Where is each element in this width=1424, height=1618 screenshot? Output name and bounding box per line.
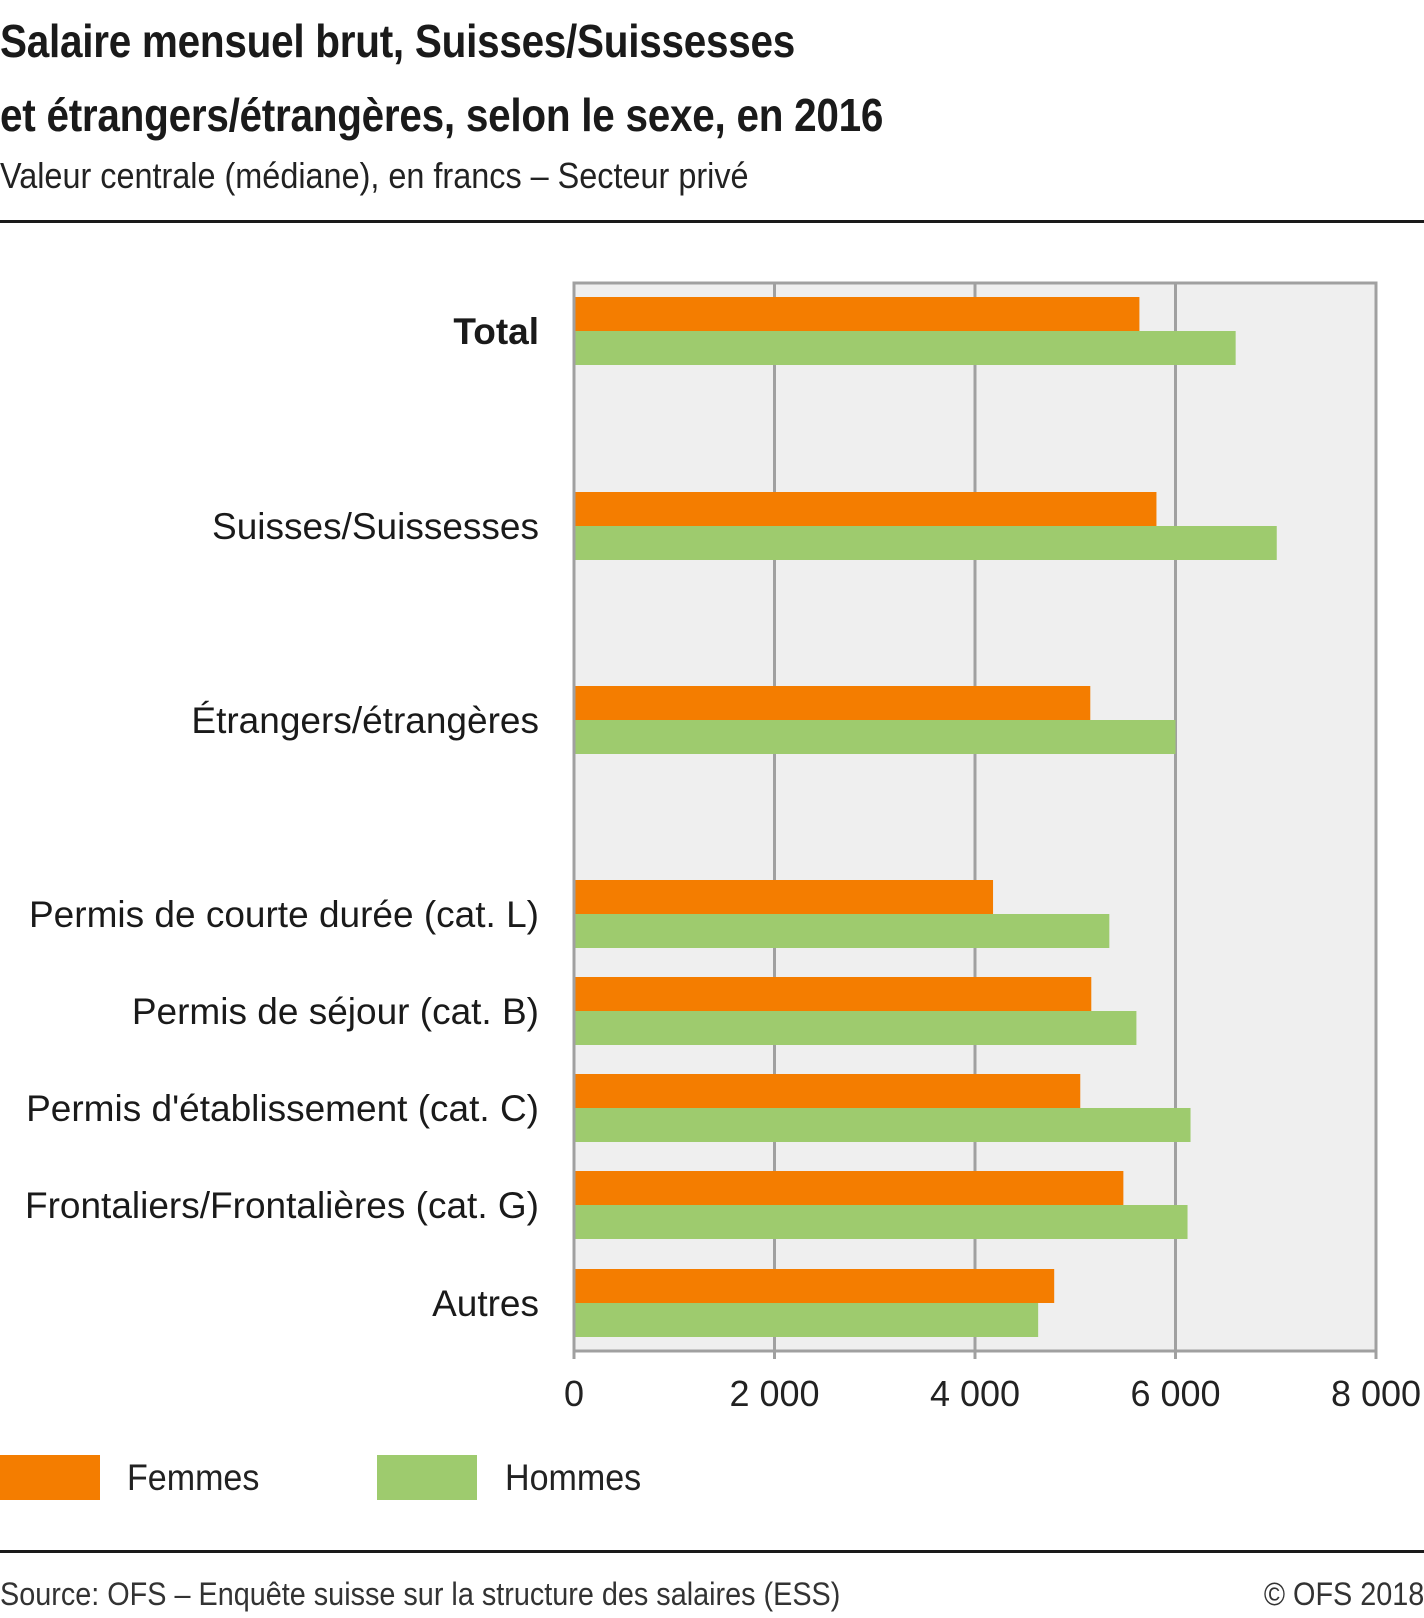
- bar-chart: 0 2 000 4 000 6 000 8 000 Total Suisses/Suisse…: [25, 281, 1421, 1414]
- bar-hommes: [575, 914, 1110, 948]
- bar-femmes: [575, 297, 1140, 331]
- bar-femmes: [575, 1269, 1055, 1303]
- category-label: Autres: [432, 1283, 539, 1324]
- category-label: Permis d'établissement (cat. C): [26, 1088, 539, 1129]
- x-tick-label: 8 000: [1331, 1373, 1421, 1414]
- chart-title-line-2: et étrangers/étrangères, selon le sexe, …: [0, 89, 884, 141]
- bar-femmes: [575, 1171, 1124, 1205]
- bar-hommes: [575, 1303, 1039, 1337]
- legend-label-hommes: Hommes: [505, 1457, 642, 1498]
- plot-frame: [572, 281, 1378, 1353]
- bar-femmes: [575, 492, 1157, 526]
- x-tick-label: 0: [564, 1373, 584, 1414]
- x-tick-label: 6 000: [1130, 1373, 1220, 1414]
- header-rule: [0, 220, 1424, 223]
- footer-rule: [0, 1550, 1424, 1553]
- bar-femmes: [575, 1074, 1081, 1108]
- copyright-note: © OFS 2018: [1263, 1576, 1424, 1612]
- x-tick-label: 2 000: [729, 1373, 819, 1414]
- category-label: Frontaliers/Frontalières (cat. G): [25, 1185, 539, 1226]
- bar-hommes: [575, 1011, 1137, 1045]
- legend-label-femmes: Femmes: [127, 1457, 260, 1498]
- category-label: Permis de courte durée (cat. L): [29, 894, 539, 935]
- source-note: Source: OFS – Enquête suisse sur la stru…: [0, 1576, 841, 1612]
- category-label: Permis de séjour (cat. B): [132, 991, 539, 1032]
- x-tick-label: 4 000: [930, 1373, 1020, 1414]
- chart-title: Salaire mensuel brut, Suisses/Suissesses…: [0, 4, 1253, 152]
- category-label: Étrangers/étrangères: [191, 700, 539, 741]
- chart-subtitle: Valeur centrale (médiane), en francs – S…: [0, 155, 749, 196]
- bar-hommes: [575, 1108, 1191, 1142]
- bar-hommes: [575, 1205, 1188, 1239]
- category-label: Suisses/Suissesses: [212, 506, 539, 547]
- bar-femmes: [575, 880, 994, 914]
- bar-hommes: [575, 720, 1176, 754]
- legend-swatch-femmes: [0, 1455, 100, 1500]
- legend-swatch-hommes: [377, 1455, 477, 1500]
- bar-femmes: [575, 977, 1092, 1011]
- bar-hommes: [575, 331, 1236, 365]
- bar-femmes: [575, 686, 1091, 720]
- category-label: Total: [453, 311, 539, 352]
- chart-title-line-1: Salaire mensuel brut, Suisses/Suissesses: [0, 15, 795, 67]
- bar-hommes: [575, 526, 1277, 560]
